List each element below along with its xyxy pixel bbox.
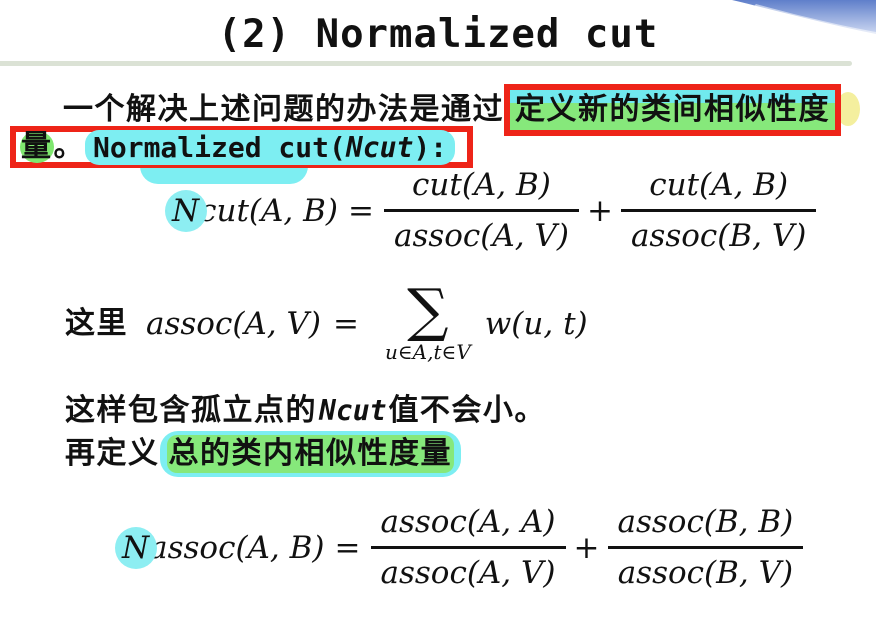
assoc-definition-line: 这里 assoc(A, V) = ∑ u∈A,t∈V w(u, t) (65, 276, 588, 365)
remark-pre: 这样包含孤立点的 (65, 394, 317, 427)
redefinition-line: 再定义 总的类内相似性度量 (65, 431, 461, 477)
intro-line1-text: 一个解决上述问题的办法是通过 (63, 93, 504, 126)
nassoc-lhs: Nassoc(A, B) (114, 526, 325, 569)
intro-line-2-annotated: 量 。 Normalized cut(Ncut): (10, 126, 474, 168)
normalized-cut-label: Normalized cut(Ncut): (85, 129, 456, 165)
intro-line2-punctuation: 。 (53, 130, 85, 164)
assoc-prefix: 这里 (65, 306, 128, 340)
remark-post: 值不会小。 (388, 394, 546, 427)
equals-sign: = (333, 305, 359, 342)
fraction-denominator: assoc(B, V) (620, 209, 817, 254)
fraction-numerator: assoc(A, A) (380, 504, 556, 540)
nassoc-lhs-initial-highlighted: N (114, 526, 158, 569)
assoc-lhs: assoc(A, V) (146, 305, 321, 342)
sigma-symbol: ∑ (407, 276, 449, 344)
ncut-lhs-rest: cut(A, B) (199, 192, 338, 229)
summation-block: ∑ u∈A,t∈V (384, 276, 471, 365)
intro-line-1: 一个解决上述问题的办法是通过 定义新的类间相似性度 (63, 84, 841, 136)
equals-sign: = (347, 192, 374, 229)
label-term-italic: Ncut (345, 130, 414, 164)
equals-sign: = (334, 529, 361, 566)
intro-line2-highlighted-char: 量 (20, 130, 54, 164)
ncut-fraction-2: cut(A, B) assoc(B, V) (620, 167, 817, 254)
remark-term-ncut: Ncut (319, 394, 387, 427)
nassoc-formula: Nassoc(A, B) = assoc(A, A) assoc(A, V) +… (114, 504, 804, 591)
ncut-lhs: Ncut(A, B) (164, 189, 338, 232)
ncut-lhs-initial-highlighted: N (164, 189, 208, 232)
nassoc-lhs-rest: assoc(A, B) (149, 529, 325, 566)
fraction-numerator: assoc(B, B) (617, 504, 794, 540)
label-pre: Normalized cut( (93, 130, 346, 164)
label-post: ): (413, 130, 448, 164)
redef-plain: 再定义 (65, 437, 160, 470)
redef-highlighted-text: 总的类内相似性度量 (166, 435, 454, 473)
plus-sign: + (586, 192, 613, 229)
assoc-rhs: w(u, t) (484, 305, 588, 342)
nassoc-fraction-2: assoc(B, B) assoc(B, V) (607, 504, 804, 591)
plus-sign: + (573, 529, 600, 566)
fraction-numerator: cut(A, B) (412, 167, 551, 203)
intro-line1-highlighted-annotated: 定义新的类间相似性度 (504, 84, 841, 136)
fraction-numerator: cut(A, B) (649, 167, 789, 203)
corner-swoosh-decoration (732, 0, 876, 38)
ncut-fraction-1: cut(A, B) assoc(A, V) (383, 167, 579, 254)
sigma-subscript: u∈A,t∈V (384, 340, 471, 365)
page-title: (2) Normalized cut (217, 12, 659, 57)
redef-highlight-outer: 总的类内相似性度量 (159, 431, 461, 477)
fraction-denominator: assoc(A, V) (383, 209, 579, 254)
title-underline-rule (0, 61, 852, 66)
ncut-formula: Ncut(A, B) = cut(A, B) assoc(A, V) + cut… (164, 167, 817, 254)
fraction-denominator: assoc(B, V) (607, 546, 804, 591)
fraction-denominator: assoc(A, V) (370, 546, 566, 591)
nassoc-fraction-1: assoc(A, A) assoc(A, V) (370, 504, 566, 591)
remark-line: 这样包含孤立点的 Ncut 值不会小。 (65, 392, 546, 430)
